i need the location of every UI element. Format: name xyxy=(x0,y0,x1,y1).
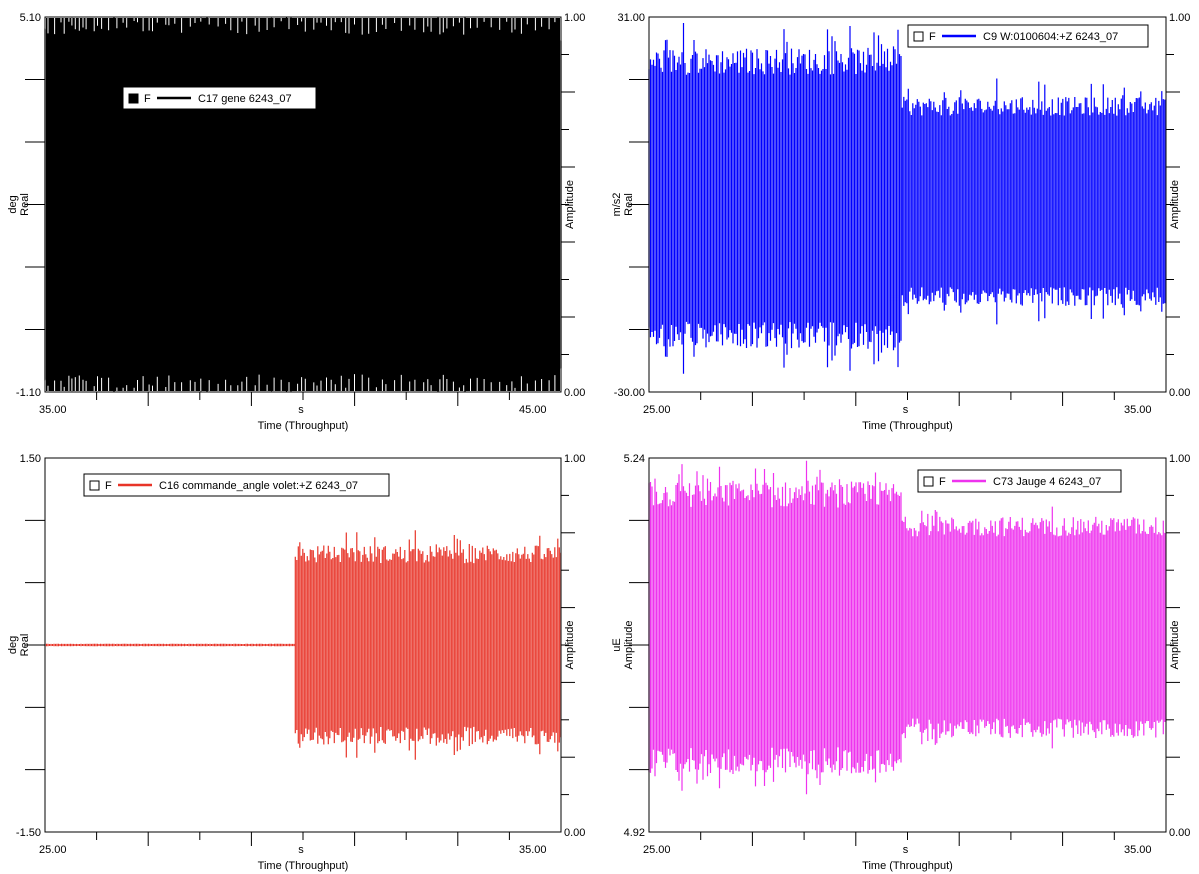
y-tick-label-bottom: -30.00 xyxy=(614,387,645,399)
y2-axis-label: Amplitude xyxy=(564,621,576,670)
y-axis-unit-label: deg xyxy=(7,636,19,654)
chart-panel-top-right: 31.00 -30.00 1.00 0.00 25.00 35.00 s Time (Thro… xyxy=(611,12,1190,432)
x-tick-label-left: 25.00 xyxy=(643,844,671,856)
legend-checkbox[interactable] xyxy=(89,480,100,491)
y-tick-label-bottom: -1.50 xyxy=(16,827,41,839)
legend-marker: F xyxy=(929,31,936,43)
x-unit-label: s xyxy=(903,404,909,416)
y-tick-label-top: 1.50 xyxy=(20,453,41,465)
y2-tick-label-bottom: 0.00 xyxy=(564,387,585,399)
y-tick-label-bottom: 4.92 xyxy=(624,827,645,839)
x-tick-label-left: 25.00 xyxy=(39,844,67,856)
y2-tick-label-top: 1.00 xyxy=(564,12,585,24)
y-axis-label: Real xyxy=(19,193,31,216)
legend-checkbox[interactable] xyxy=(128,93,139,104)
x-tick-label-right: 35.00 xyxy=(1124,844,1152,856)
y-axis-unit-label: uE xyxy=(611,638,623,651)
y-axis-label: Real xyxy=(19,634,31,657)
y2-tick-label-top: 1.00 xyxy=(1169,453,1190,465)
legend-checkbox[interactable] xyxy=(923,476,934,487)
y-axis-label: Real xyxy=(623,193,635,216)
axis-ticks xyxy=(629,494,1180,846)
x-unit-label: s xyxy=(298,404,304,416)
x-tick-label-left: 25.00 xyxy=(643,404,671,416)
y2-tick-label-bottom: 0.00 xyxy=(564,827,585,839)
legend-label: C16 commande_angle volet:+Z 6243_07 xyxy=(159,480,358,492)
x-unit-label: s xyxy=(298,844,304,856)
x-tick-label-right: 35.00 xyxy=(1124,404,1152,416)
legend-label: C17 gene 6243_07 xyxy=(198,93,292,105)
chart-panel-bottom-left: 1.50 -1.50 1.00 0.00 25.00 35.00 s Time (Throug… xyxy=(7,453,585,872)
y-tick-label-top: 31.00 xyxy=(617,12,645,24)
legend-label: C9 W:0100604:+Z 6243_07 xyxy=(983,31,1118,43)
x-tick-label-right: 45.00 xyxy=(519,404,547,416)
axis-ticks xyxy=(25,494,575,846)
y2-axis-label: Amplitude xyxy=(564,180,576,229)
legend-box xyxy=(122,86,317,110)
legend-checkbox[interactable] xyxy=(913,31,924,42)
y2-tick-label-top: 1.00 xyxy=(1169,12,1190,24)
legend: F C17 gene 6243_07 xyxy=(122,86,317,110)
chart-panel-bottom-right: 5.24 4.92 1.00 0.00 25.00 35.00 s Time (Through… xyxy=(611,453,1190,872)
y-tick-label-bottom: -1.10 xyxy=(16,387,41,399)
x-axis-label: Time (Throughput) xyxy=(862,860,953,872)
axis-ticks xyxy=(629,54,1180,406)
y2-axis-label: Amplitude xyxy=(1169,621,1181,670)
y2-axis-label: Amplitude xyxy=(1169,180,1181,229)
y-tick-label-top: 5.24 xyxy=(624,453,645,465)
chart-panel-top-left: 5.10 -1.10 1.00 0.00 35.00 45.00 s Time (Throug… xyxy=(7,12,585,432)
clipped-peaks xyxy=(47,18,556,391)
y-axis-unit-label: m/s2 xyxy=(611,193,623,217)
legend-marker: F xyxy=(144,93,151,105)
y2-tick-label-bottom: 0.00 xyxy=(1169,387,1190,399)
y2-tick-label-top: 1.00 xyxy=(564,453,585,465)
legend: F C9 W:0100604:+Z 6243_07 xyxy=(907,24,1149,48)
series-fill xyxy=(46,18,560,391)
axis-ticks xyxy=(25,54,575,406)
legend-box xyxy=(83,473,390,497)
y2-tick-label-bottom: 0.00 xyxy=(1169,827,1190,839)
legend-box xyxy=(917,469,1122,493)
x-tick-label-left: 35.00 xyxy=(39,404,67,416)
x-unit-label: s xyxy=(903,844,909,856)
y-axis-unit-label: deg xyxy=(7,195,19,213)
x-axis-label: Time (Throughput) xyxy=(258,420,349,432)
legend-label: C73 Jauge 4 6243_07 xyxy=(993,476,1101,488)
x-tick-label-right: 35.00 xyxy=(519,844,547,856)
y-axis-label: Amplitude xyxy=(623,621,635,670)
legend-box xyxy=(907,24,1149,48)
legend-marker: F xyxy=(939,476,946,488)
legend-marker: F xyxy=(105,480,112,492)
legend: F C16 commande_angle volet:+Z 6243_07 xyxy=(83,473,390,497)
y-tick-label-top: 5.10 xyxy=(20,12,41,24)
x-axis-label: Time (Throughput) xyxy=(258,860,349,872)
legend: F C73 Jauge 4 6243_07 xyxy=(917,469,1122,493)
x-axis-label: Time (Throughput) xyxy=(862,420,953,432)
